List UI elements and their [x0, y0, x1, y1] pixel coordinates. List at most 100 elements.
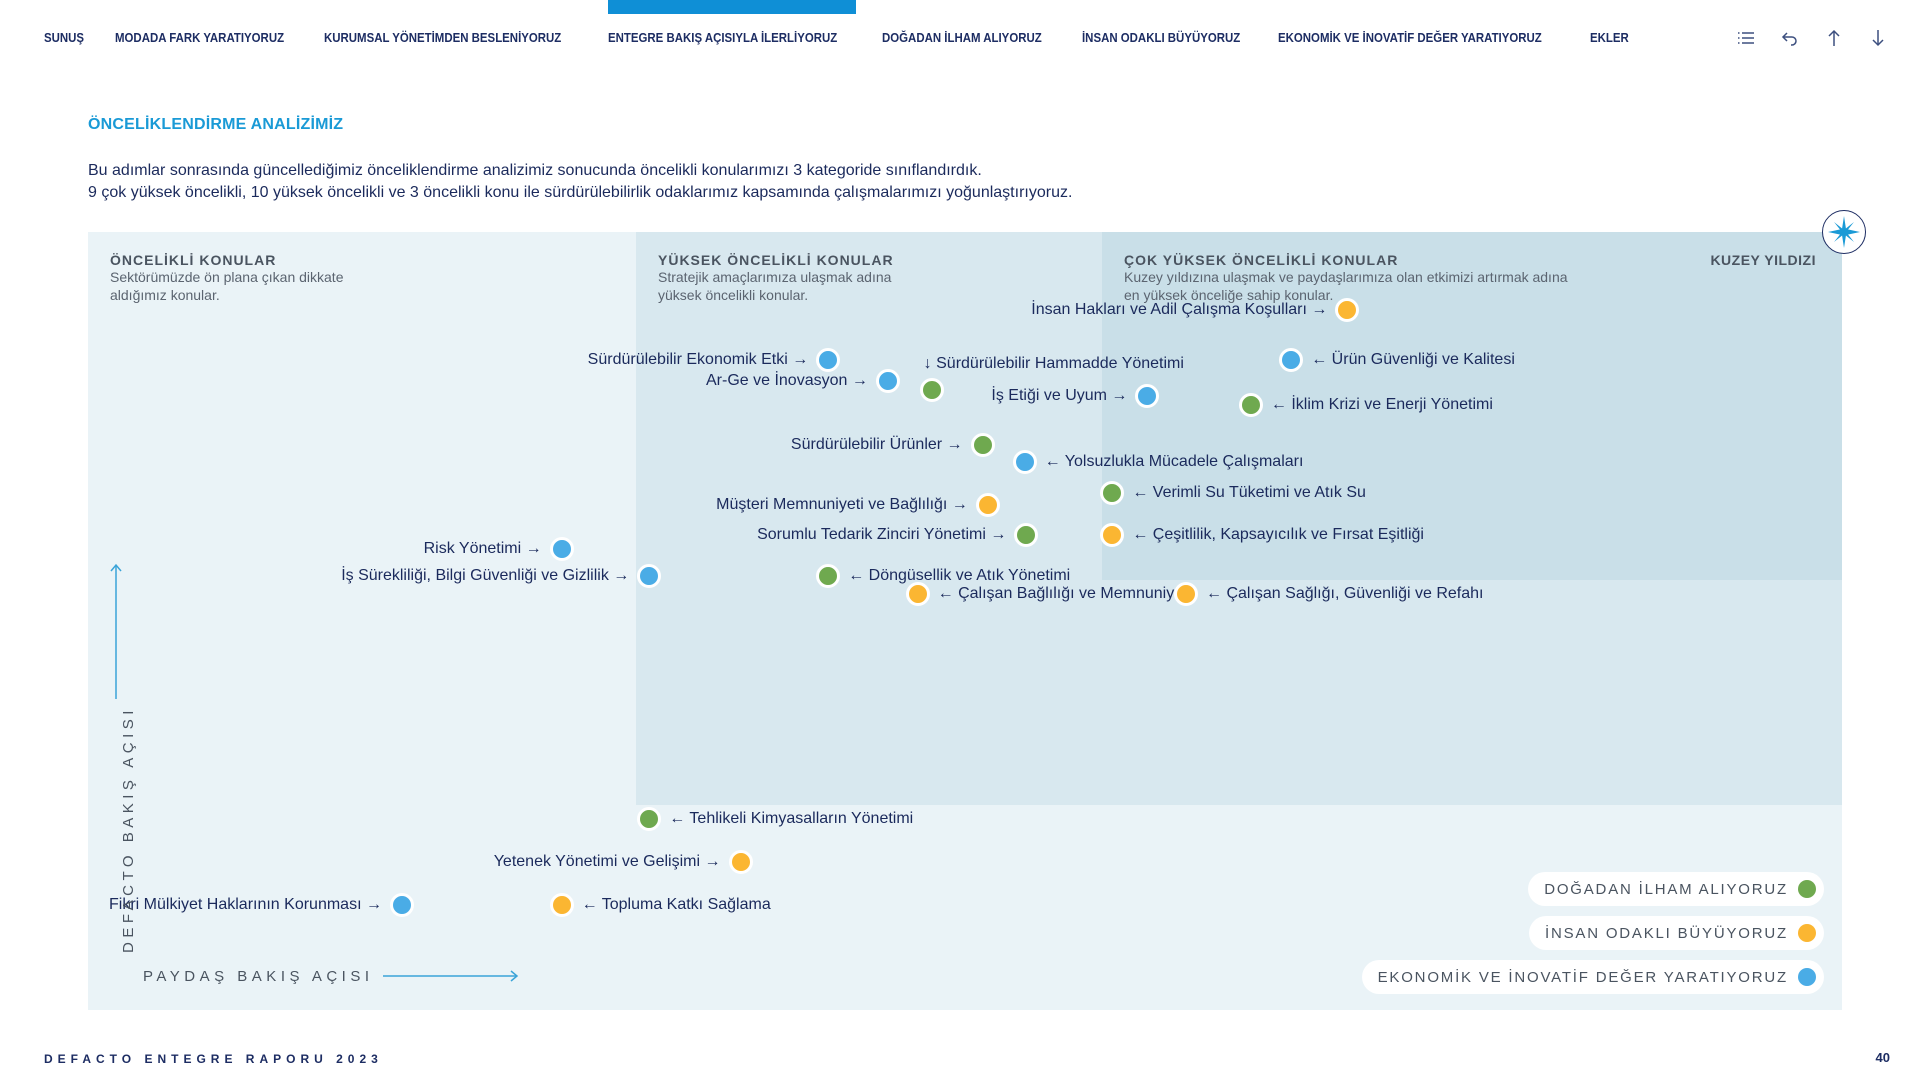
- back-button[interactable]: [1778, 26, 1802, 50]
- arrow-down-icon: [1872, 30, 1884, 47]
- topic-label: İnsan Hakları ve Adil Çalışma Koşulları …: [1031, 300, 1328, 318]
- topic-label: Sürdürülebilir Ekonomik Etki →: [587, 350, 809, 368]
- topic-dot[interactable]: [1174, 581, 1198, 606]
- high-priority-zone-description: Stratejik amaçlarımıza ulaşmak adına yük…: [658, 269, 892, 303]
- very-high-priority-zone: [1102, 232, 1842, 580]
- topic-item[interactable]: Yetenek Yönetimi ve Gelişimi →: [493, 850, 753, 875]
- topic-label: İş Sürekliliği, Bilgi Güvenliği ve Gizli…: [341, 566, 630, 584]
- nav-item[interactable]: DOĞADAN İLHAM ALIYORUZ: [882, 30, 1042, 45]
- nav-item[interactable]: EKLER: [1590, 30, 1629, 45]
- nav-item[interactable]: MODADA FARK YARATIYORUZ: [115, 30, 285, 45]
- legend-item[interactable]: DOĞADAN İLHAM ALIYORUZ: [1528, 872, 1824, 906]
- contents-list-button[interactable]: [1734, 26, 1758, 50]
- intro-text: Bu adımlar sonrasında güncellediğimiz ön…: [88, 160, 1072, 204]
- topic-dot[interactable]: [1335, 297, 1360, 322]
- topic-item[interactable]: ← Tehlikeli Kimyasalların Yönetimi: [637, 807, 914, 832]
- legend-label: İNSAN ODAKLI BÜYÜYORUZ: [1545, 924, 1788, 942]
- topic-item[interactable]: ← Yolsuzlukla Mücadele Çalışmaları: [1012, 449, 1304, 474]
- topic-item[interactable]: İnsan Hakları ve Adil Çalışma Koşulları …: [1031, 297, 1360, 322]
- topic-label: Sorumlu Tedarik Zinciri Yönetimi →: [757, 525, 1007, 543]
- y-axis-arrow-icon: [110, 563, 122, 699]
- topic-item[interactable]: Sürdürülebilir Ürünler →: [790, 433, 995, 458]
- priority-zone-title: ÖNCELİKLİ KONULAR: [110, 252, 277, 268]
- topic-dot[interactable]: [816, 347, 841, 372]
- topic-dot[interactable]: [970, 433, 995, 458]
- nav-item[interactable]: EKONOMİK VE İNOVATİF DEĞER YARATIYORUZ: [1278, 30, 1542, 45]
- topic-dot[interactable]: [905, 581, 930, 606]
- legend-color-dot: [1798, 924, 1816, 942]
- back-icon: [1781, 32, 1797, 46]
- priority-zone-description: Sektörümüzde ön plana çıkan dikkate aldı…: [110, 269, 344, 303]
- topic-item[interactable]: ← Çalışan Sağlığı, Güvenliği ve Refahı: [1174, 581, 1483, 606]
- topic-dot[interactable]: [549, 537, 574, 562]
- topic-dot[interactable]: [975, 493, 1000, 518]
- legend-color-dot: [1798, 968, 1816, 986]
- next-page-button[interactable]: [1866, 26, 1890, 50]
- topic-label: İş Etiği ve Uyum →: [991, 387, 1128, 405]
- report-name: DEFACTO ENTEGRE RAPORU 2023: [44, 1052, 383, 1066]
- nav-item[interactable]: KURUMSAL YÖNETİMDEN BESLENİYORUZ: [324, 30, 562, 45]
- topic-item[interactable]: ← İklim Krizi ve Enerji Yönetimi: [1238, 393, 1493, 418]
- topic-dot[interactable]: [1012, 449, 1037, 474]
- topic-item[interactable]: Ar-Ge ve İnovasyon →: [705, 369, 900, 394]
- topic-item[interactable]: ← Topluma Katkı Sağlama: [549, 892, 771, 917]
- topic-dot[interactable]: [875, 369, 900, 394]
- topic-label: Yetenek Yönetimi ve Gelişimi →: [493, 853, 721, 871]
- topic-dot[interactable]: [1014, 522, 1039, 547]
- topic-item[interactable]: ← Döngüsellik ve Atık Yönetimi: [816, 563, 1071, 588]
- topic-item[interactable]: ↓ Sürdürülebilir Hammadde Yönetimi: [924, 352, 1184, 376]
- high-priority-zone-header: YÜKSEK ÖNCELİKLİ KONULAR Stratejik amaçl…: [658, 252, 928, 304]
- topic-dot[interactable]: [389, 892, 414, 917]
- topic-item[interactable]: Sürdürülebilir Ekonomik Etki →: [587, 347, 841, 372]
- legend-item[interactable]: EKONOMİK VE İNOVATİF DEĞER YARATIYORUZ: [1361, 960, 1824, 994]
- list-icon: [1738, 32, 1754, 44]
- topic-label: ← Yolsuzlukla Mücadele Çalışmaları: [1044, 452, 1304, 470]
- nav-item[interactable]: SUNUŞ: [44, 30, 85, 45]
- page-number: 40: [1875, 1050, 1890, 1065]
- high-priority-zone-title: YÜKSEK ÖNCELİKLİ KONULAR: [658, 252, 894, 268]
- topic-item[interactable]: Risk Yönetimi →: [423, 537, 574, 562]
- topic-dot[interactable]: [637, 807, 662, 832]
- north-star-badge: [1822, 210, 1866, 254]
- topic-dot[interactable]: [919, 377, 944, 402]
- very-high-priority-zone-header: ÇOK YÜKSEK ÖNCELİKLİ KONULAR Kuzey yıldı…: [1124, 252, 1574, 304]
- topic-item[interactable]: ← Verimli Su Tüketimi ve Atık Su: [1100, 481, 1366, 506]
- topic-item[interactable]: Sorumlu Tedarik Zinciri Yönetimi →: [757, 522, 1039, 547]
- active-section-indicator: [608, 0, 856, 14]
- topic-label: Ar-Ge ve İnovasyon →: [705, 372, 868, 390]
- topic-item[interactable]: Müşteri Memnuniyeti ve Bağlılığı →: [716, 493, 1000, 518]
- x-axis-label: PAYDAŞ BAKIŞ AÇISI: [143, 968, 374, 985]
- topic-label: ← Döngüsellik ve Atık Yönetimi: [848, 566, 1071, 584]
- y-axis-label: DEFACTO BAKIŞ AÇISI: [120, 706, 137, 953]
- very-high-priority-zone-description: Kuzey yıldızına ulaşmak ve paydaşlarımız…: [1124, 269, 1568, 303]
- nav-tools: [1734, 26, 1890, 50]
- nav-item[interactable]: ENTEGRE BAKIŞ AÇISIYLA İLERLİYORUZ: [608, 30, 838, 45]
- topic-dot[interactable]: [1100, 522, 1125, 547]
- topic-label: Risk Yönetimi →: [423, 540, 542, 558]
- previous-page-button[interactable]: [1822, 26, 1846, 50]
- topic-item[interactable]: ← Ürün Güvenliği ve Kalitesi: [1279, 347, 1515, 372]
- topic-item[interactable]: ← Çalışan Bağlılığı ve Memnuniyeti: [905, 581, 1191, 606]
- topic-label: ← Verimli Su Tüketimi ve Atık Su: [1132, 484, 1366, 502]
- topic-item[interactable]: İş Sürekliliği, Bilgi Güvenliği ve Gizli…: [341, 563, 662, 588]
- topic-label: ← Çeşitlilik, Kapsayıcılık ve Fırsat Eşi…: [1132, 525, 1424, 543]
- topic-dot[interactable]: [816, 563, 841, 588]
- topic-item[interactable]: Fikri Mülkiyet Haklarının Korunması →: [109, 892, 414, 917]
- legend-label: DOĞADAN İLHAM ALIYORUZ: [1544, 880, 1788, 898]
- priority-zone-header: ÖNCELİKLİ KONULAR Sektörümüzde ön plana …: [110, 252, 360, 304]
- topic-item[interactable]: İş Etiği ve Uyum →: [991, 384, 1160, 409]
- topic-dot[interactable]: [1279, 347, 1304, 372]
- topic-dot[interactable]: [1135, 384, 1160, 409]
- topic-dot[interactable]: [549, 892, 574, 917]
- x-axis-arrow-icon: [383, 970, 519, 982]
- nav-item[interactable]: İNSAN ODAKLI BÜYÜYORUZ: [1082, 30, 1241, 45]
- topic-item[interactable]: ← Çeşitlilik, Kapsayıcılık ve Fırsat Eşi…: [1100, 522, 1424, 547]
- topic-dot[interactable]: [1100, 481, 1125, 506]
- very-high-priority-zone-title: ÇOK YÜKSEK ÖNCELİKLİ KONULAR: [1124, 252, 1399, 268]
- topic-label: ← Tehlikeli Kimyasalların Yönetimi: [669, 810, 914, 828]
- topic-dot[interactable]: [637, 563, 662, 588]
- topic-dot[interactable]: [728, 850, 753, 875]
- legend-item[interactable]: İNSAN ODAKLI BÜYÜYORUZ: [1529, 916, 1824, 950]
- topic-dot[interactable]: [1238, 393, 1263, 418]
- topic-label: Sürdürülebilir Ürünler →: [790, 436, 963, 454]
